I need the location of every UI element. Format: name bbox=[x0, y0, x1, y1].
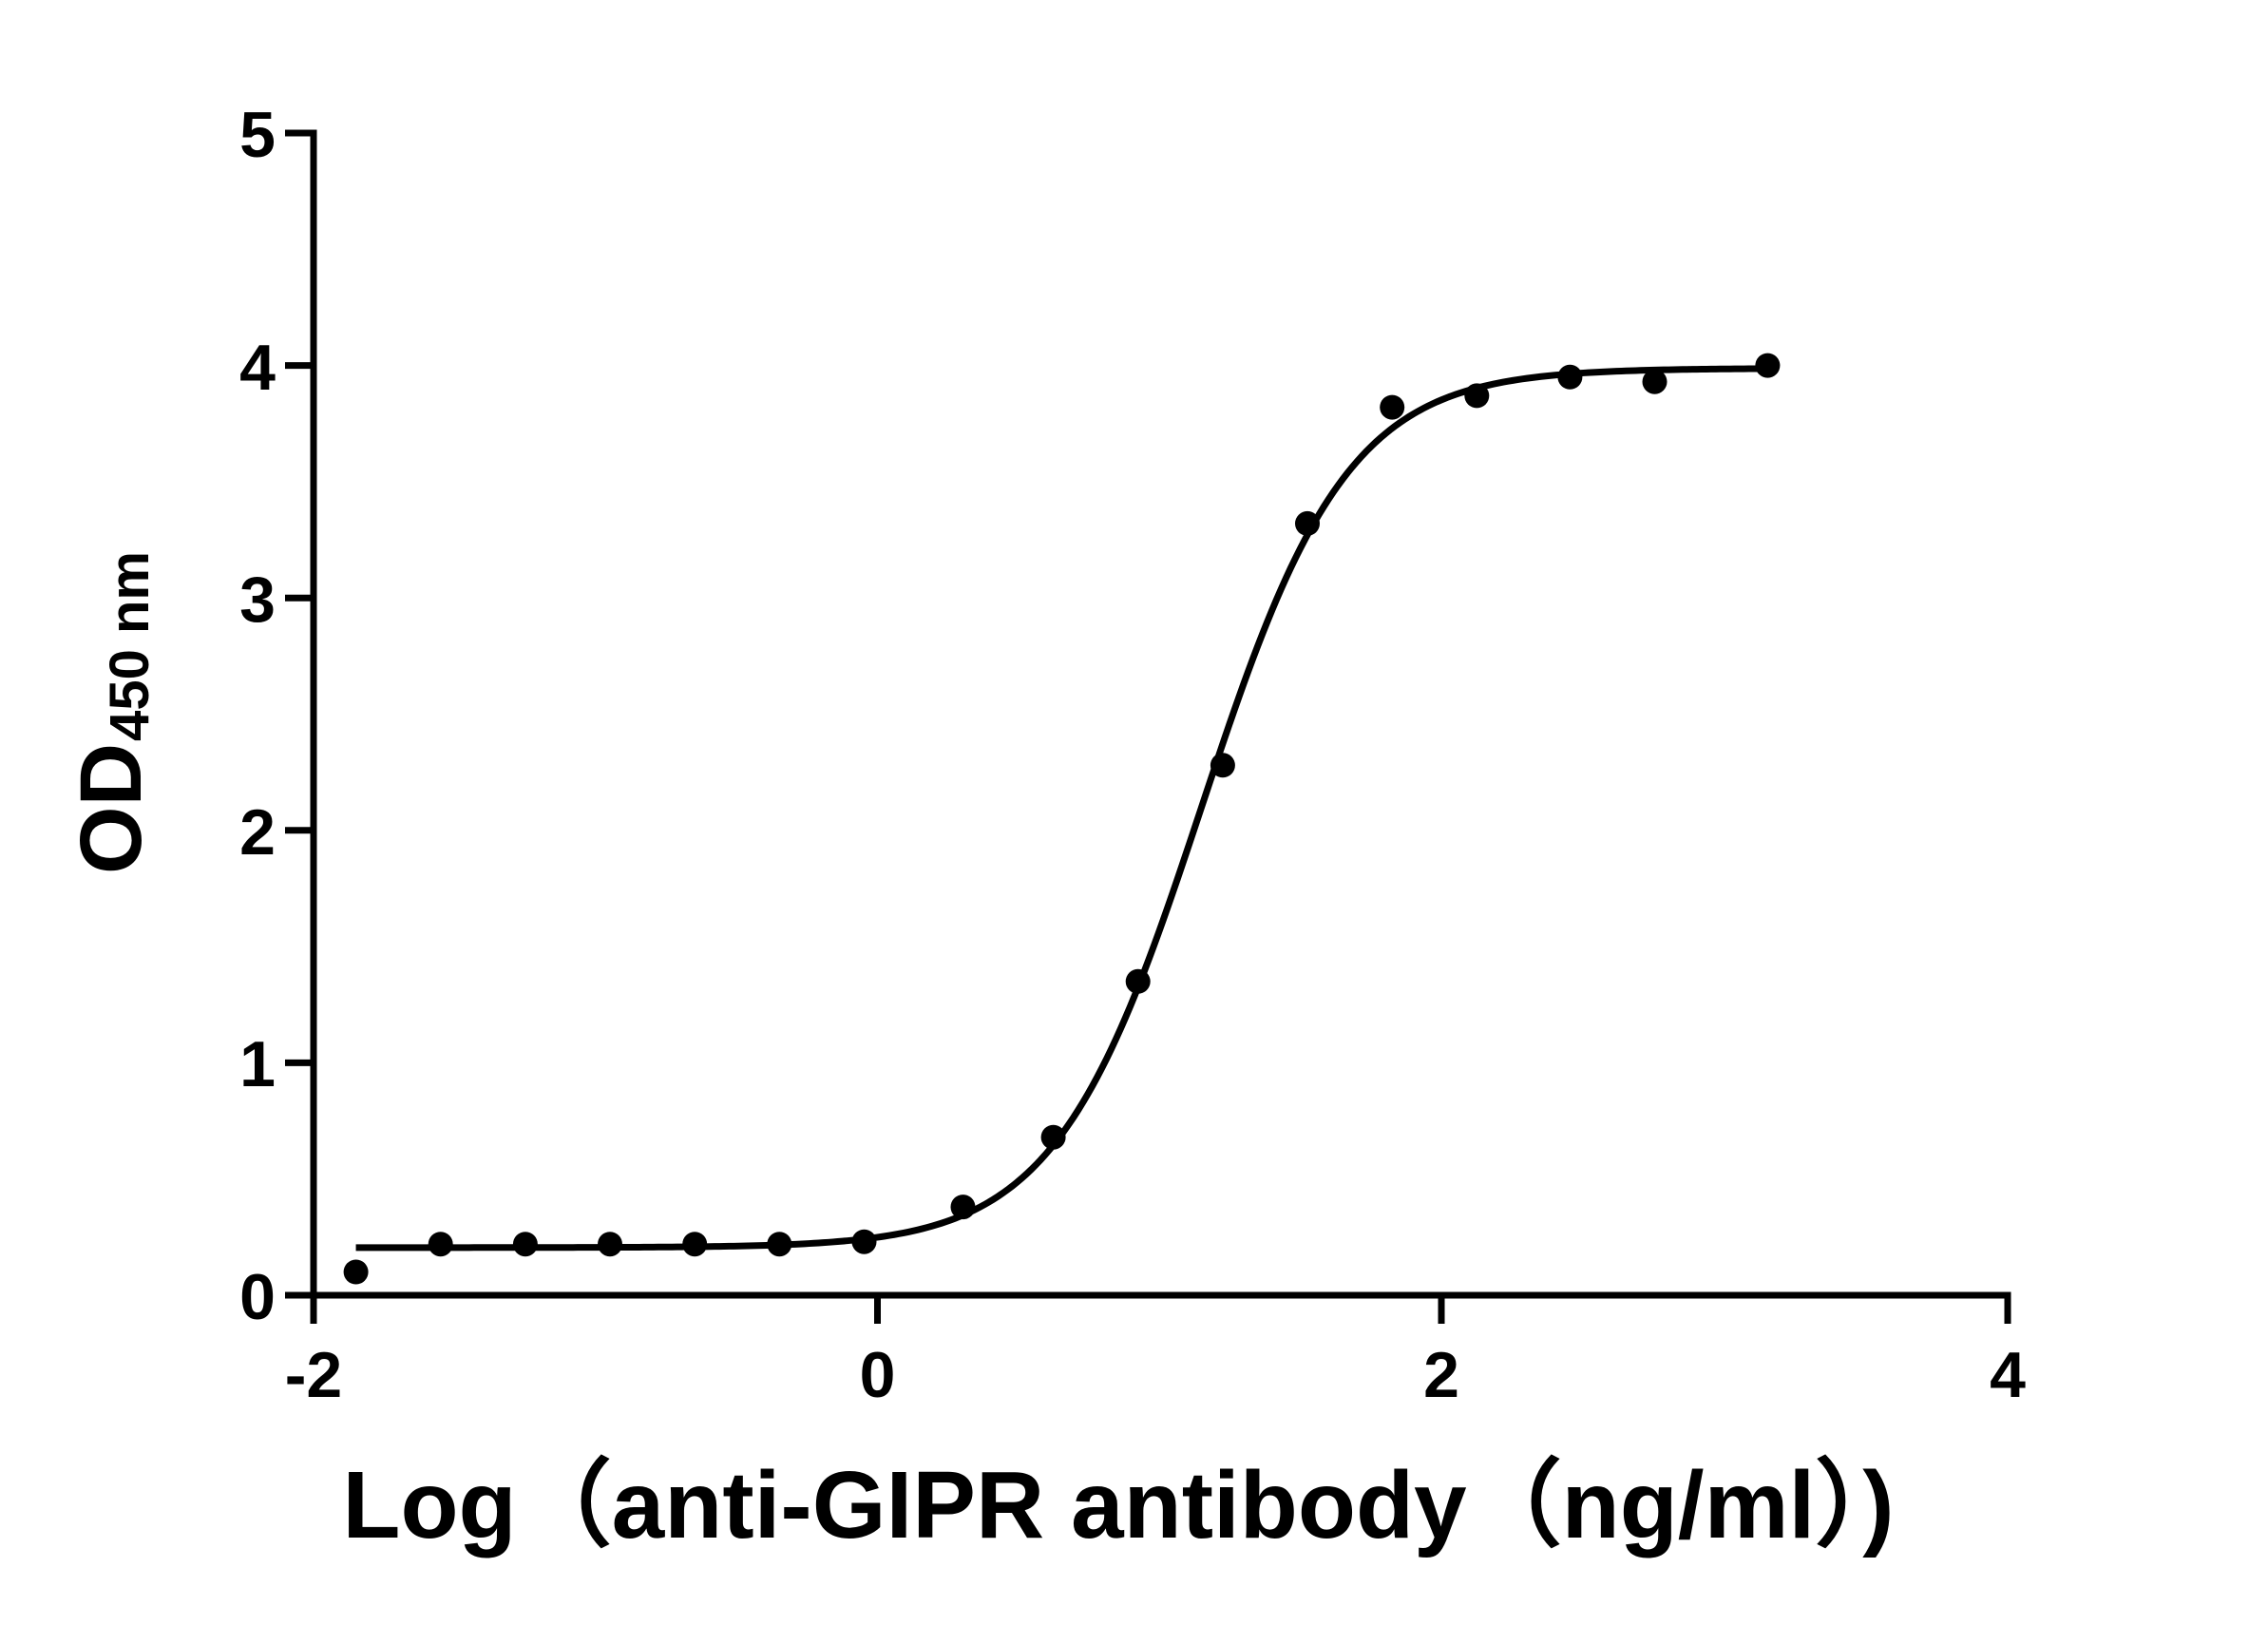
svg-text:5: 5 bbox=[239, 99, 276, 171]
svg-text:4: 4 bbox=[1990, 1339, 2026, 1411]
svg-text:-2: -2 bbox=[285, 1339, 342, 1411]
svg-text:3: 3 bbox=[239, 564, 276, 636]
svg-text:OD450 nm: OD450 nm bbox=[63, 551, 161, 874]
svg-text:Log（anti-GIPR antibody（ng/ml）): Log（anti-GIPR antibody（ng/ml）) bbox=[342, 1452, 1894, 1558]
svg-text:4: 4 bbox=[239, 332, 276, 404]
svg-text:2: 2 bbox=[239, 796, 276, 869]
svg-text:1: 1 bbox=[239, 1028, 276, 1100]
svg-text:0: 0 bbox=[239, 1261, 276, 1333]
svg-text:0: 0 bbox=[860, 1339, 896, 1411]
svg-text:2: 2 bbox=[1423, 1339, 1459, 1411]
